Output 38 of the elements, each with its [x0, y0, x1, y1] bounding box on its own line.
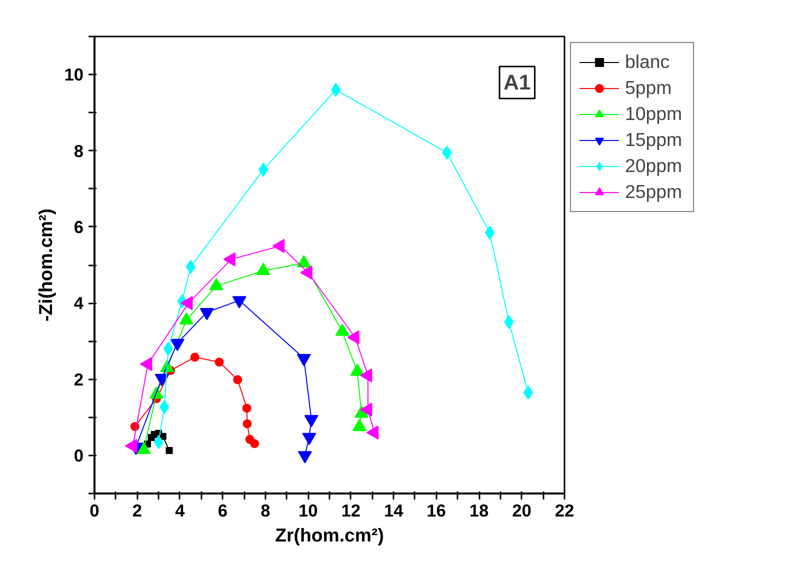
x-tick-label: 10	[298, 500, 318, 520]
x-tick-label: 12	[341, 500, 361, 520]
legend-label: 20ppm	[625, 155, 684, 177]
x-tick-label: 16	[426, 500, 446, 520]
y-tick-label: 2	[74, 369, 84, 390]
y-tick-label: 8	[74, 140, 84, 161]
point	[233, 375, 242, 384]
point	[258, 162, 268, 177]
y-tick-label: 6	[74, 216, 84, 237]
point	[190, 352, 200, 362]
x-tick-label: 0	[90, 500, 100, 520]
legend-label: 25ppm	[625, 181, 684, 203]
point	[214, 358, 224, 367]
x-tick-label: 8	[260, 500, 271, 520]
x-axis-title: Zr(hom.cm²)	[275, 524, 384, 546]
legend-label: 5ppm	[625, 77, 673, 99]
x-tick-label: 4	[175, 500, 186, 520]
y-tick-label: 4	[74, 293, 84, 314]
x-tick-label: 22	[554, 500, 574, 520]
y-axis-title: -Zi(hom.cm²)	[35, 208, 56, 322]
legend-label: 10ppm	[625, 103, 684, 125]
point	[484, 226, 495, 240]
y-tick-label: 10	[64, 64, 84, 85]
y-tick-label: 0	[74, 445, 84, 466]
x-tick-label: 18	[469, 500, 490, 520]
point	[163, 342, 174, 356]
x-tick-label: 14	[384, 500, 404, 520]
point	[166, 446, 173, 454]
point	[523, 386, 534, 400]
x-tick-label: 6	[218, 500, 228, 520]
point	[242, 419, 252, 428]
point	[250, 439, 260, 448]
point	[242, 404, 252, 413]
x-tick-label: 2	[132, 500, 142, 520]
legend-label: 15ppm	[625, 129, 684, 151]
annotation: A1	[504, 70, 531, 94]
legend-label: blanc	[625, 51, 671, 73]
x-tick-label: 20	[512, 500, 532, 520]
